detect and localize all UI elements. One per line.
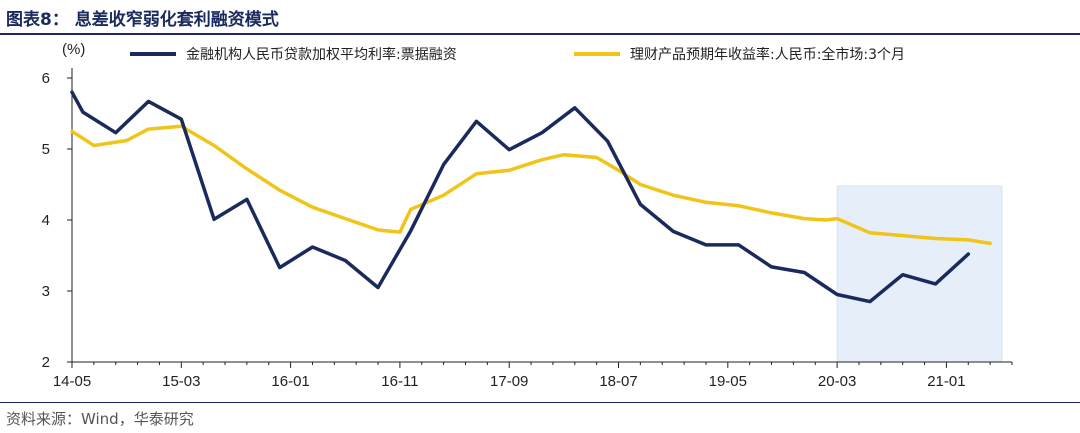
y-axis-unit-label: (%) (62, 41, 85, 58)
chart-header: 图表8： 息差收窄弱化套利融资模式 (0, 0, 1080, 35)
y-tick-label: 4 (42, 212, 50, 229)
highlight-region (836, 185, 1003, 363)
x-tick-label: 21-01 (927, 373, 965, 390)
x-tick-label: 16-11 (381, 373, 418, 390)
x-tick-label: 20-03 (818, 373, 856, 390)
x-tick-label: 16-01 (271, 373, 309, 390)
legend-wmp-yield-label: 理财产品预期年收益率:人民币:全市场:3个月 (630, 46, 905, 63)
x-tick-label: 14-05 (53, 373, 91, 390)
x-tick-label: 19-05 (709, 373, 747, 390)
series-line-wmp-yield (70, 124, 992, 246)
x-tick-label: 18-07 (599, 373, 637, 390)
title-divider (0, 33, 1080, 35)
y-tick-label: 3 (42, 283, 50, 300)
y-tick-label: 6 (42, 70, 50, 87)
legend-bill-financing-rate-label: 金融机构人民币贷款加权平均利率:票据融资 (186, 46, 457, 63)
y-tick-label: 5 (42, 141, 50, 158)
source-note: 资料来源：Wind，华泰研究 (6, 410, 194, 428)
chart-title: 图表8： 息差收窄弱化套利融资模式 (6, 10, 279, 30)
x-tick-label: 15-03 (162, 373, 200, 390)
x-tick-label: 17-09 (490, 373, 528, 390)
source-divider (0, 402, 1080, 403)
y-tick-label: 2 (42, 354, 50, 371)
series-line-bill-financing-rate (70, 90, 971, 304)
